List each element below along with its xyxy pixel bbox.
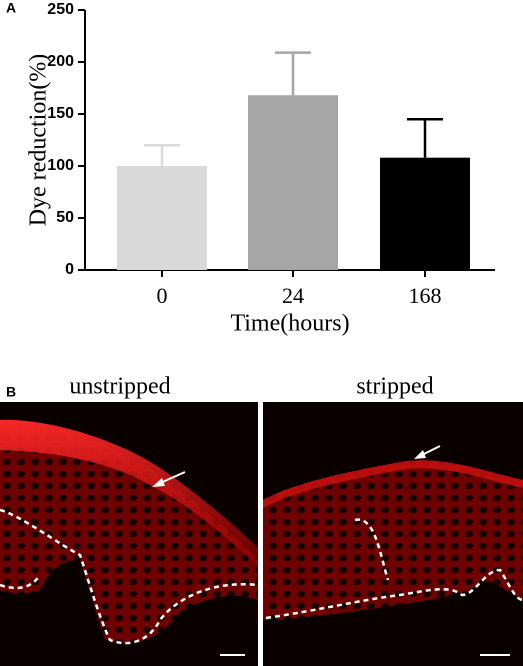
image-label: stripped [356, 374, 433, 400]
y-tick-label: 250 [47, 1, 74, 18]
bar [117, 166, 207, 270]
x-tick-label: 168 [409, 283, 442, 308]
x-tick-label: 0 [157, 283, 168, 308]
micrograph [0, 402, 259, 666]
bar [248, 95, 338, 270]
y-tick-label: 200 [47, 53, 74, 70]
y-tick-label: 150 [47, 105, 74, 122]
x-axis-label: Time(hours) [230, 311, 349, 337]
image-label: unstripped [69, 374, 170, 400]
y-axis-label: Dye reduction(%) [26, 54, 52, 227]
y-tick-label: 0 [65, 261, 74, 278]
x-tick-label: 24 [282, 283, 304, 308]
panel-label: B [6, 384, 16, 400]
y-tick-label: 50 [56, 209, 74, 226]
bar [380, 157, 470, 270]
panel-label: A [6, 0, 16, 16]
y-tick-label: 100 [47, 157, 74, 174]
micrograph [263, 402, 523, 666]
